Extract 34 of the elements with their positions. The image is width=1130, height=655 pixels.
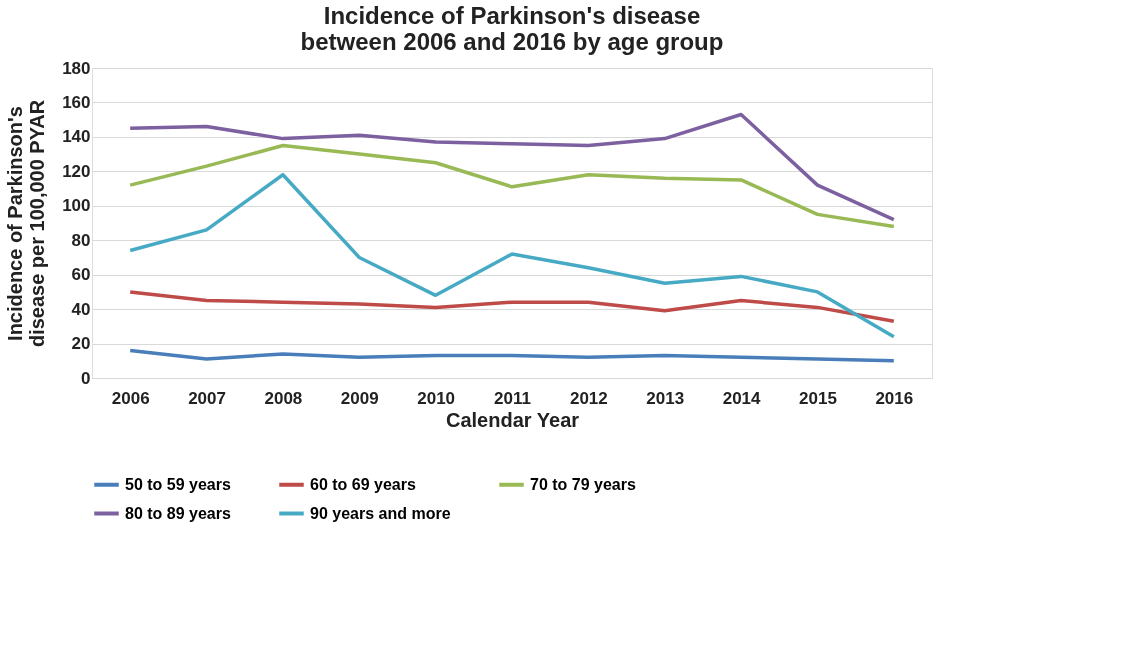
x-axis-title: Calendar Year: [445, 408, 580, 431]
x-tick-label: 2015: [799, 388, 837, 408]
legend-label: 50 to 59 years: [125, 475, 231, 493]
line-series: [128, 143, 896, 229]
x-tick-label: 2009: [340, 388, 379, 408]
x-tick-label: 2013: [646, 388, 685, 408]
x-tick-label: 2011: [494, 388, 531, 408]
line-series: [128, 112, 896, 222]
x-tick-label: 2016: [875, 388, 914, 408]
y-tick-label: 120: [62, 161, 91, 181]
line-series: [128, 173, 896, 339]
legend-label: 90 years and more: [310, 504, 451, 522]
y-tick-label: 80: [71, 230, 91, 250]
y-tick-label: 140: [62, 127, 91, 147]
legend-label: 60 to 69 years: [310, 475, 416, 493]
y-axis-title: Incidence of Parkinson's disease per 100,000 PYAR: [4, 99, 49, 348]
y-tick-label: 60: [71, 265, 91, 285]
chart-title: Incidence of Parkinson's disease between 2006 and 2016 by age group: [300, 2, 724, 55]
y-tick-label: 0: [81, 368, 91, 388]
y-tick-label: 40: [71, 299, 91, 319]
legend-label: 70 to 79 years: [530, 475, 636, 493]
x-tick-label: 2006: [111, 388, 150, 408]
x-tick-label: 2014: [722, 388, 762, 408]
y-tick-label: 100: [62, 196, 91, 216]
y-tick-label: 20: [71, 334, 91, 354]
legend-label: 80 to 89 years: [125, 504, 231, 522]
x-tick-label: 2007: [188, 388, 226, 408]
x-tick-label: 2008: [264, 388, 303, 408]
line-series: [128, 348, 896, 363]
x-tick-label: 2012: [569, 388, 608, 408]
y-tick-label: 160: [62, 92, 91, 112]
y-tick-label: 180: [62, 58, 91, 78]
line-series: [128, 290, 896, 323]
x-tick-label: 2010: [417, 388, 456, 408]
